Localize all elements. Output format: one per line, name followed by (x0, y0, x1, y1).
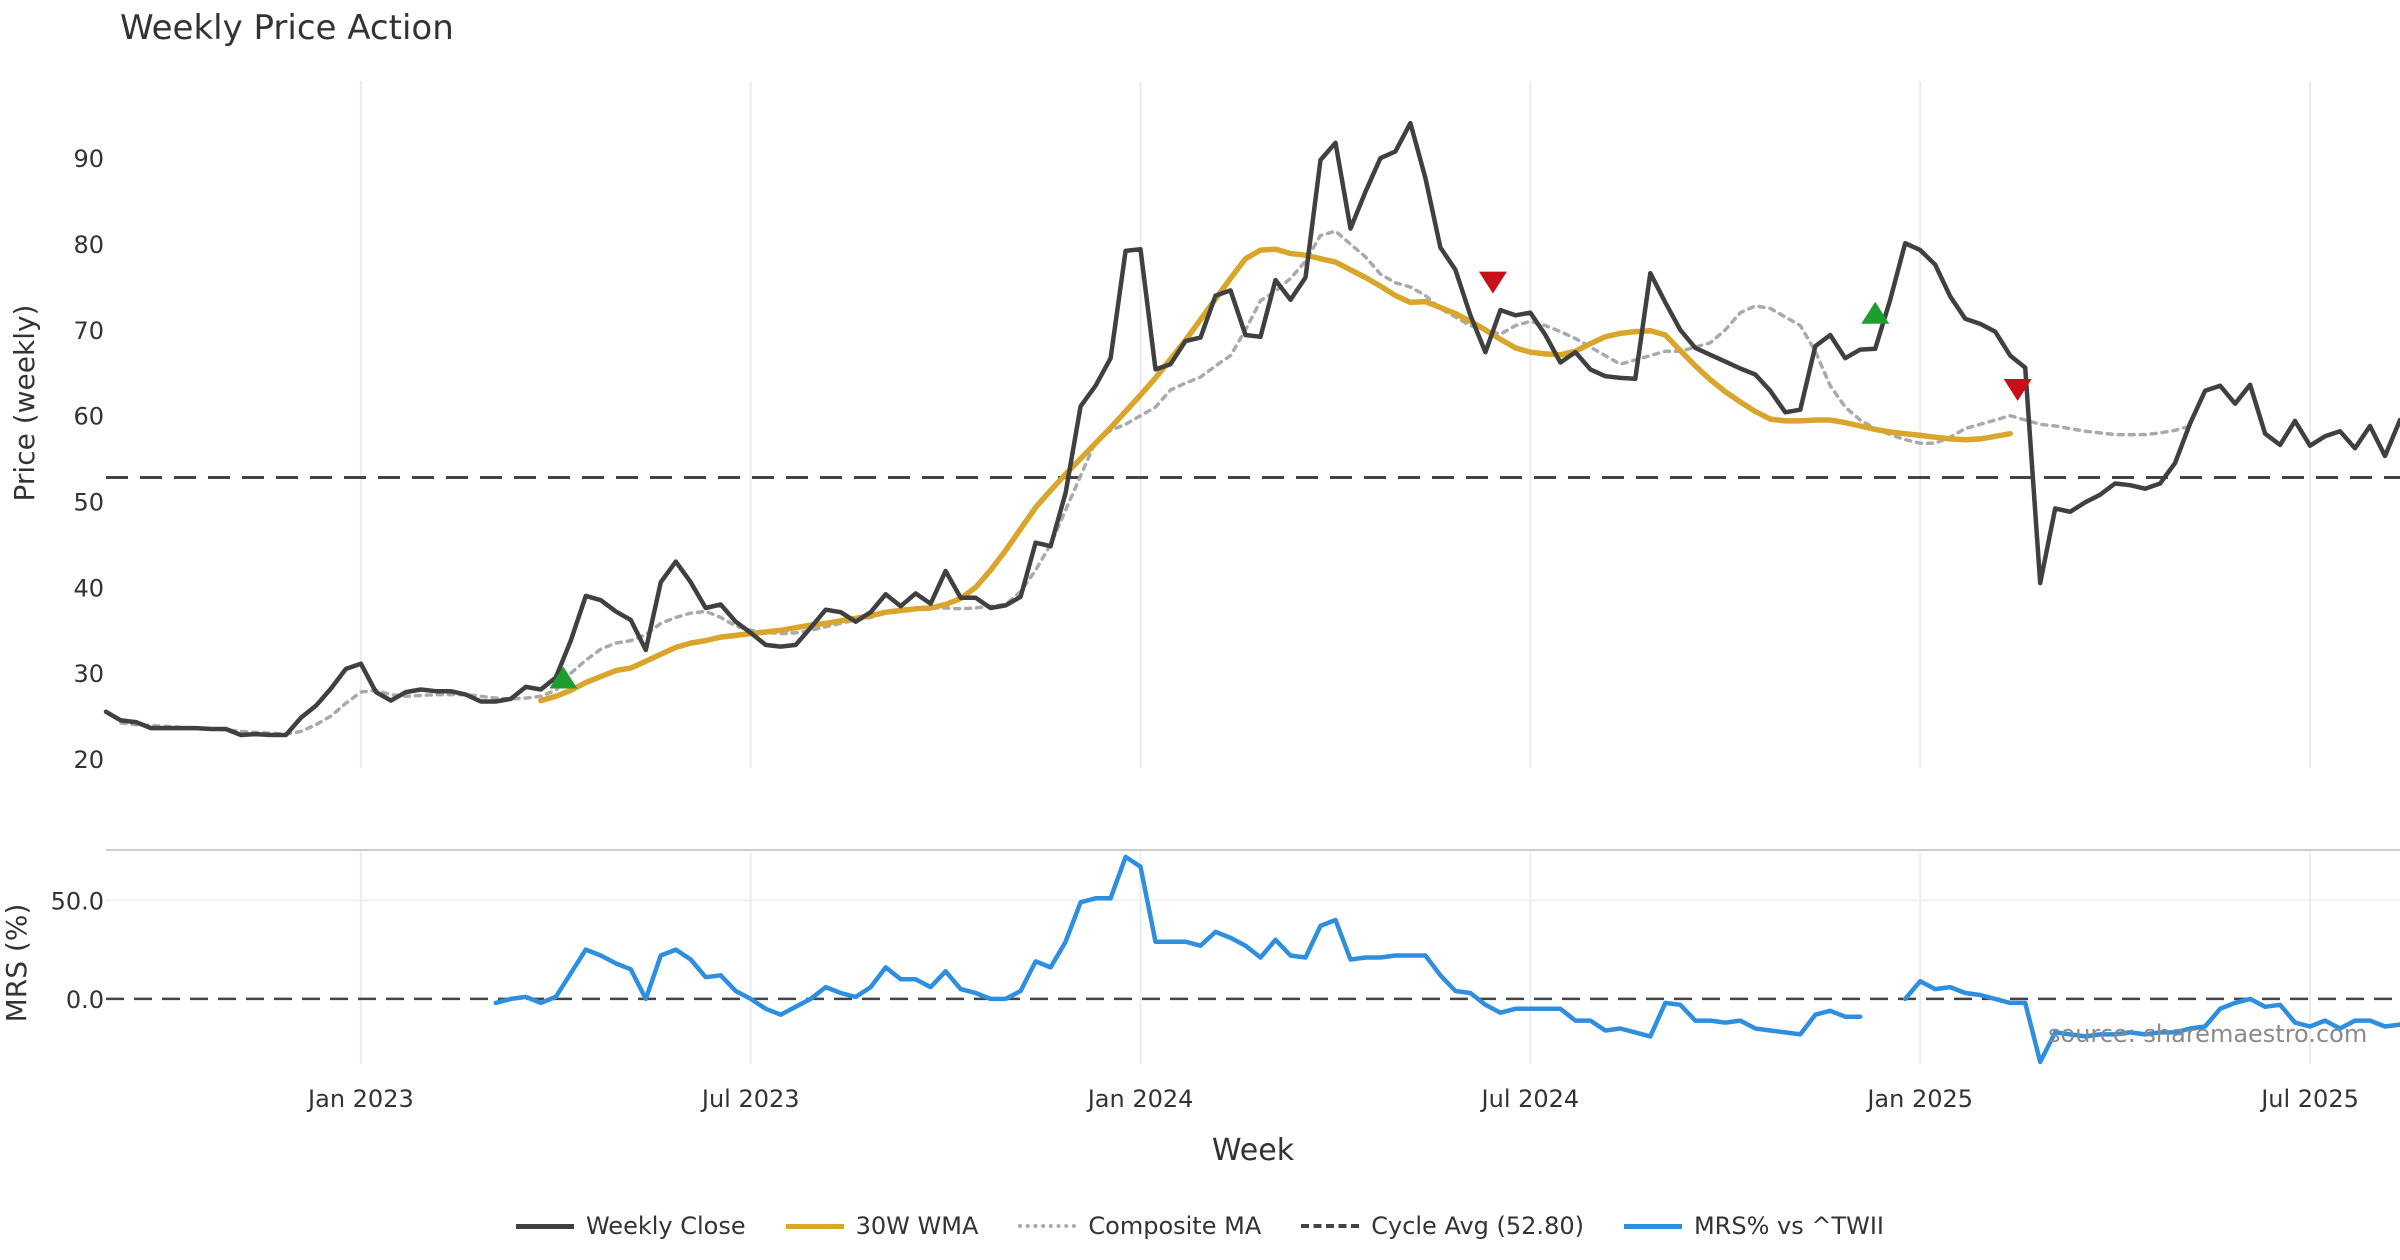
legend-label: Weekly Close (585, 1212, 746, 1240)
price-y-tick-label: 50 (73, 489, 104, 517)
legend: Weekly Close 30W WMA Composite MA Cycle Avg… (0, 1212, 2400, 1240)
legend-swatch (1623, 1223, 1682, 1229)
price-y-tick-label: 60 (73, 403, 104, 431)
legend-label: Composite MA (1088, 1212, 1262, 1240)
mrs-y-tick-label: 50.0 (51, 887, 104, 915)
reference-lines (106, 476, 2400, 1001)
legend-item: Composite MA (1018, 1212, 1261, 1240)
price-y-tick-label: 30 (73, 660, 104, 688)
price-y-tick-label: 40 (73, 574, 104, 602)
legend-label: MRS% vs ^TWII (1693, 1212, 1885, 1240)
x-tick-label: Jul 2025 (2259, 1085, 2359, 1113)
x-tick-label: Jan 2023 (306, 1085, 414, 1113)
price-y-tick-label: 20 (73, 746, 104, 774)
legend-item: Cycle Avg (52.80) (1301, 1212, 1584, 1240)
legend-swatch (1018, 1224, 1077, 1228)
x-axis-label: Week (1212, 1133, 1295, 1168)
source-note: source: sharemaestro.com (2048, 1020, 2368, 1048)
price-axis-label: Price (weekly) (8, 305, 41, 502)
legend-item: 30W WMA (785, 1212, 979, 1240)
x-tick-label: Jul 2023 (700, 1085, 800, 1113)
legend-swatch (785, 1223, 844, 1229)
legend-item: Weekly Close (515, 1212, 746, 1240)
price-y-tick-label: 80 (73, 231, 104, 259)
mrs-y-tick-label: 0.0 (66, 986, 104, 1014)
axis-ticks: Jan 2023 Jul 2023 Jan 2024 Jul 2024 Jan 2025… (51, 145, 2359, 1113)
series-lines (103, 120, 2400, 1065)
x-tick-label: Jan 2025 (1865, 1085, 1973, 1113)
buy-signal-marker (549, 666, 578, 689)
legend-label: Cycle Avg (52.80) (1371, 1212, 1584, 1240)
composite-ma-line (119, 229, 2192, 736)
price-y-tick-label: 70 (73, 317, 104, 345)
weekly-close-line (103, 120, 2400, 738)
signal-markers (549, 271, 2032, 689)
legend-swatch (1301, 1224, 1360, 1228)
30w-wma-line (538, 246, 2013, 704)
x-tick-label: Jul 2024 (1480, 1085, 1580, 1113)
mrs-line (1902, 978, 2400, 1065)
buy-signal-marker (1861, 301, 1890, 324)
x-tick-label: Jan 2024 (1086, 1085, 1194, 1113)
chart-title: Weekly Price Action (120, 8, 454, 48)
legend-label: 30W WMA (855, 1212, 979, 1240)
price-y-tick-label: 90 (73, 145, 104, 173)
legend-swatch (515, 1223, 574, 1229)
legend-item: MRS% vs ^TWII (1623, 1212, 1885, 1240)
mrs-axis-label: MRS (%) (0, 904, 33, 1023)
sell-signal-marker (2003, 378, 2032, 401)
mrs-line (493, 854, 1863, 1039)
gridlines (106, 81, 2400, 1064)
sell-signal-marker (1478, 271, 1507, 294)
